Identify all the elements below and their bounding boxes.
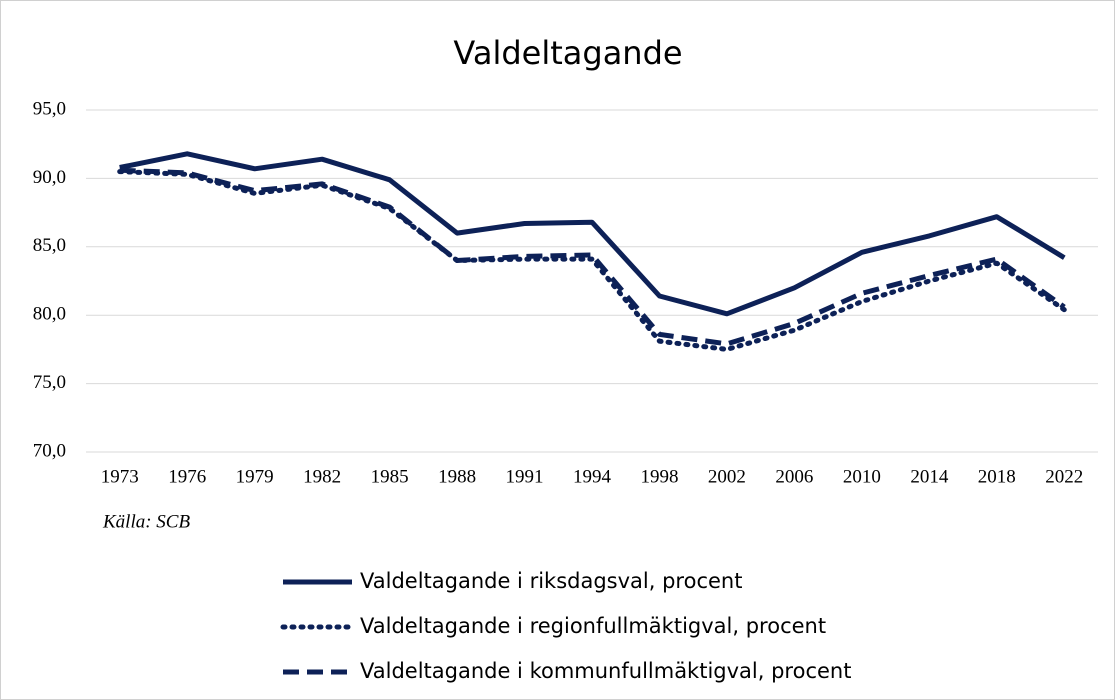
legend-label: Valdeltagande i kommunfullmäktigval, pro… (360, 659, 851, 683)
chart-title: Valdeltagande (453, 34, 682, 72)
y-tick-label: 75,0 (33, 372, 66, 393)
x-tick-label: 1976 (168, 466, 206, 487)
y-tick-label: 90,0 (33, 167, 66, 188)
y-tick-label: 80,0 (33, 304, 66, 325)
data-line (119, 151, 1066, 317)
x-tick-label: 1994 (573, 466, 612, 487)
y-tick-label: 70,0 (33, 440, 66, 461)
x-tick-label: 1982 (303, 466, 341, 487)
x-tick-label: 1973 (101, 466, 139, 487)
x-tick-label: 2006 (775, 466, 813, 487)
y-tick-label: 95,0 (33, 98, 66, 119)
x-tick-label: 2010 (843, 466, 881, 487)
x-tick-label: 1985 (371, 466, 409, 487)
x-tick-label: 2018 (978, 466, 1016, 487)
x-tick-label: 1998 (640, 466, 678, 487)
x-tick-label: 2014 (910, 466, 949, 487)
x-tick-label: 1991 (506, 466, 544, 487)
data-line (119, 167, 1066, 347)
x-tick-label: 2002 (708, 466, 746, 487)
source-note: Källa: SCB (102, 511, 190, 532)
x-tick-label: 1979 (236, 466, 274, 487)
x-tick-label: 2022 (1045, 466, 1083, 487)
legend-label: Valdeltagande i regionfullmäktigval, pro… (360, 614, 826, 638)
y-tick-label: 85,0 (33, 235, 66, 256)
x-tick-label: 1988 (438, 466, 476, 487)
legend-label: Valdeltagande i riksdagsval, procent (360, 569, 742, 593)
